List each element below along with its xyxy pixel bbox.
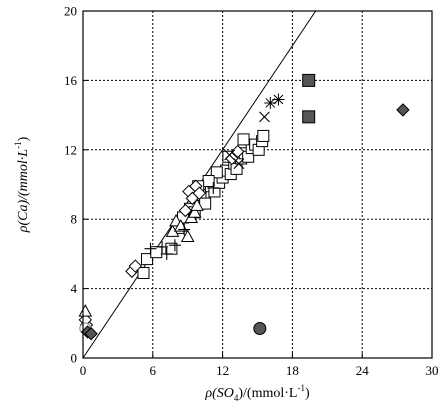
point-triangle-open xyxy=(180,229,195,243)
point-plus xyxy=(160,247,173,260)
point-square-open xyxy=(140,253,153,266)
x-tick-label: 18 xyxy=(286,363,299,378)
point-plus xyxy=(156,240,169,253)
point-plus xyxy=(144,242,157,255)
point-square-open xyxy=(237,133,250,146)
point-star xyxy=(264,96,277,109)
x-tick-label: 0 xyxy=(80,363,87,378)
x-axis-title-sup: -1 xyxy=(297,383,305,393)
point-star xyxy=(272,93,285,106)
point-cross xyxy=(233,158,245,170)
point-diamond-open xyxy=(231,144,245,159)
point-diamond-open xyxy=(192,186,207,200)
y-tick-label: 8 xyxy=(71,212,78,227)
y-axis-title-sup: -1 xyxy=(13,141,23,149)
point-triangle-open xyxy=(78,304,93,317)
x-axis-title: ρ(SO4)/(mmol·L-1) xyxy=(204,383,310,403)
x-tick-label: 24 xyxy=(356,363,370,378)
point-triangle-open xyxy=(190,198,204,211)
point-square-open xyxy=(210,166,223,179)
y-axis-title: ρ(Ca)/(mmol·L-1) xyxy=(13,136,31,233)
x-tick-label: 30 xyxy=(426,363,439,378)
y-tick-label: 12 xyxy=(64,142,77,157)
point-cross xyxy=(224,149,235,161)
point-plus xyxy=(168,239,181,252)
y-tick-label: 0 xyxy=(71,351,78,366)
x-axis-title-sub: 4 xyxy=(234,393,239,403)
point-triangle-open xyxy=(187,205,202,218)
point-diamond-open xyxy=(128,259,143,273)
y-axis-ticks: 0 4 8 12 16 20 xyxy=(64,4,88,366)
point-cross xyxy=(259,111,270,123)
point-circle-filled xyxy=(253,322,267,336)
plot-frame xyxy=(82,10,433,359)
point-diamond-filled xyxy=(84,327,98,341)
point-square-filled xyxy=(302,73,316,87)
point-square-filled xyxy=(302,110,316,124)
grid-lines xyxy=(83,11,432,358)
x-axis-ticks: 0 6 12 18 24 30 xyxy=(80,353,439,378)
point-plus xyxy=(207,181,220,194)
point-plus xyxy=(178,223,191,236)
y-tick-label: 4 xyxy=(71,281,78,296)
y-tick-label: 20 xyxy=(64,4,77,19)
x-axis-title-pre: ρ(SO xyxy=(204,386,234,401)
y-axis-title-end: ) xyxy=(16,136,31,141)
point-square-open xyxy=(257,129,270,142)
point-diamond-filled xyxy=(396,103,410,117)
x-tick-label: 6 xyxy=(150,363,157,378)
x-axis-title-end: ) xyxy=(305,386,310,401)
data-points xyxy=(78,73,410,341)
y-tick-label: 16 xyxy=(64,73,78,88)
point-square-open xyxy=(202,175,215,188)
point-square-open xyxy=(137,266,150,279)
y-axis-title-pre: ρ(Ca)/(mmol·L xyxy=(16,149,31,234)
x-tick-label: 12 xyxy=(216,363,229,378)
x-axis-title-post: )/(mmol·L xyxy=(238,386,297,401)
point-diamond-open xyxy=(178,203,193,218)
